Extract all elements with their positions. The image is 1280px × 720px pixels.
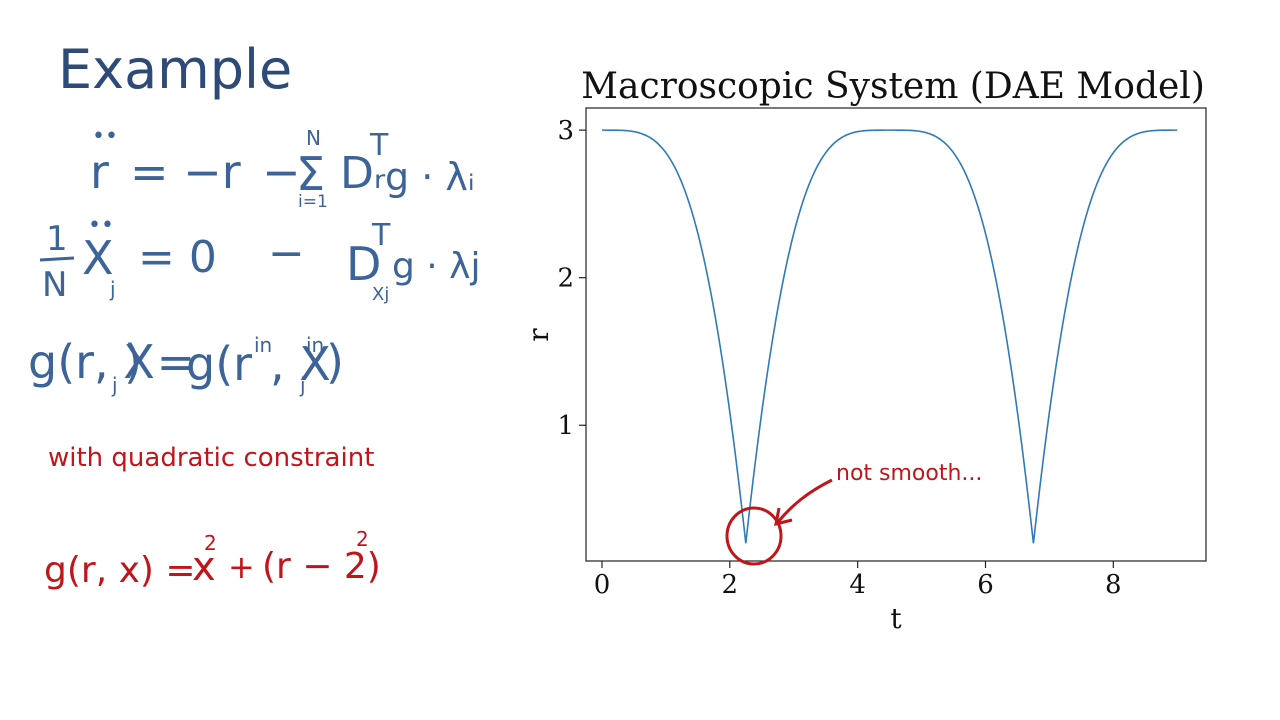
eq4-paren: (r − 2) [262,546,381,587]
eq2-minus: − [268,228,305,279]
eq3-right-sup2: in [306,333,324,357]
equation-3: g(r, X j ) = g(r in , X j in ) [28,333,344,397]
eq3-right: g(r [186,337,252,391]
eq4-x: x [192,544,216,590]
annotation-text: not smooth... [836,461,982,486]
eq2-frac-num: 1 [46,219,68,259]
heading: Example [58,38,292,101]
annotation: not smooth... [725,461,982,566]
annotation-arrowhead [774,507,793,527]
eq3-left-close: ) = [124,335,195,389]
constraint-note: with quadratic constraint [48,443,374,473]
eq2-tail: g · λj [392,246,481,287]
eq3-right-mid: , X [270,337,331,391]
eq1-sum-top: N [306,126,321,150]
eq2-lhs: X [82,231,114,285]
x-tick-label: 6 [977,570,994,600]
eq3-right-sub: j [299,373,306,397]
eq4-plus: + [228,548,255,586]
eq3-right-close: ) [326,335,344,389]
eq1-minus: − [262,145,301,199]
equation-2: 1 N •• X j = 0 − D Xj T g · λj [39,213,481,305]
x-tick-label: 4 [849,570,866,600]
eq4-left: g(r, x) = [44,550,196,591]
x-tick-label: 2 [722,570,739,600]
eq2-frac-den: N [42,265,67,305]
chart-title: Macroscopic System (DAE Model) [581,66,1205,107]
y-tick-label: 2 [557,264,574,294]
eq3-left: g(r, X [28,335,155,389]
eq1-tail: g · λᵢ [385,155,475,199]
equation-1: •• r = −r − N Σ i=1 Dᵣ T g · λᵢ [90,124,475,212]
eq2-lhs-sub: j [109,277,116,301]
eq4-exp1: 2 [204,531,217,555]
y-axis: 1 2 3 [557,116,586,441]
equation-4: g(r, x) = x 2 + (r − 2) 2 [44,527,381,591]
x-tick-label: 8 [1105,570,1122,600]
eq2-sup: T [371,218,391,253]
eq1-rhs-main: = −r [130,145,241,199]
series-line-r [601,129,1178,544]
x-tick-label: 0 [594,570,611,600]
eq1-term: Dᵣ [340,148,386,199]
eq2-term-sub: Xj [372,284,389,305]
x-axis: 0 2 4 6 8 [594,561,1122,600]
eq1-sup: T [369,128,389,163]
annotation-circle [725,506,783,566]
y-axis-label: r [522,328,555,342]
eq3-left-sub: j [111,373,118,397]
eq2-rhs: = 0 [138,232,217,283]
chart: Macroscopic System (DAE Model) 1 2 3 0 2 4 6 8… [522,66,1207,635]
eq4-exp2: 2 [356,527,369,551]
plot-frame [585,107,1207,562]
annotation-arrow [776,478,833,523]
eq2-frac-bar [39,256,75,262]
eq1-sum-bottom: i=1 [298,192,328,212]
eq1-sum-symbol: Σ [296,147,325,201]
eq2-ddot: •• [88,213,114,238]
eq2-term: D [346,237,381,291]
eq1-ddot: •• [92,124,118,149]
eq3-right-sup1: in [254,333,272,357]
y-tick-label: 3 [557,116,574,146]
y-tick-label: 1 [557,411,574,441]
eq1-lhs: r [90,145,109,199]
x-axis-label: t [890,602,902,635]
